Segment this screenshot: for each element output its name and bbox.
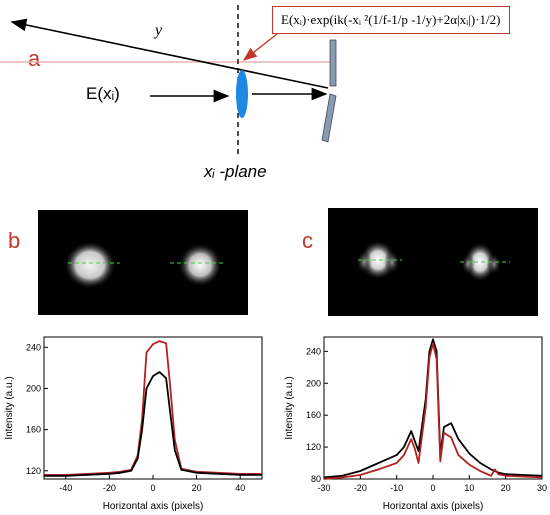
- mirror-upper-icon: [329, 39, 337, 87]
- x-tick-label: -20: [103, 483, 116, 493]
- y-tick-label: 120: [306, 442, 321, 452]
- y-axis-label: Intensity (a.u.): [284, 376, 295, 439]
- x-axis-label: Horizontal axis (pixels): [383, 501, 484, 512]
- lens-icon: [236, 70, 248, 118]
- camera-image-c: [328, 208, 538, 316]
- optical-diagram: [0, 5, 337, 158]
- y-tick-label: 160: [306, 410, 321, 420]
- beam-spot: [64, 241, 116, 289]
- beam-spot: [176, 243, 220, 287]
- plot-frame: [43, 336, 263, 480]
- side-lobe: [384, 250, 400, 274]
- x-tick-label: 20: [501, 483, 511, 493]
- y-label: y: [155, 22, 163, 39]
- plot-frame: [323, 336, 543, 480]
- series-line: [323, 338, 543, 479]
- formula-pointer-arrow: [242, 29, 283, 61]
- panel-letter-a: a: [28, 46, 41, 71]
- x-tick-label: 10: [464, 483, 474, 493]
- y-axis-label: Intensity (a.u.): [4, 376, 15, 439]
- x-tick-label: 0: [150, 483, 155, 493]
- side-lobe: [461, 253, 475, 275]
- side-lobe: [487, 253, 501, 275]
- x-tick-label: 0: [430, 483, 435, 493]
- phase-formula: E(xᵢ)·exp(ik(-xᵢ ²(1/f-1/p -1/y)+2α|xᵢ|)…: [272, 6, 510, 34]
- y-distance-arrow: [10, 18, 329, 89]
- y-tick-label: 240: [306, 346, 321, 356]
- series-line: [44, 371, 262, 477]
- x-tick-label: -20: [354, 483, 367, 493]
- y-tick-label: 200: [26, 383, 41, 393]
- x-tick-label: -30: [317, 483, 330, 493]
- x-tick-label: -40: [59, 483, 72, 493]
- panel-letter-b: b: [8, 228, 21, 253]
- x-tick-label: 40: [235, 483, 245, 493]
- series-line: [323, 342, 543, 480]
- y-tick-label: 120: [26, 466, 41, 476]
- x-tick-label: -10: [390, 483, 403, 493]
- input-field-label: E(xᵢ): [86, 84, 120, 103]
- x-tick-label: 30: [537, 483, 547, 493]
- y-tick-label: 80: [311, 474, 321, 484]
- mirror-lower-icon: [321, 93, 337, 143]
- intensity-chart-b: -40 -20 0 20 40 120 160 200 240 Horizontal axis (…: [4, 336, 263, 512]
- camera-image-b: [38, 210, 248, 315]
- x-axis-label: Horizontal axis (pixels): [103, 501, 204, 512]
- series-line: [44, 340, 262, 476]
- y-tick-label: 160: [26, 425, 41, 435]
- plane-label: xᵢ -plane: [204, 162, 267, 181]
- side-lobe: [356, 250, 372, 274]
- intensity-chart-c: -30 -20 -10 0 10 20 30 80 120 160 200 240 Horizontal…: [284, 336, 547, 512]
- panel-letter-c: c: [302, 228, 313, 253]
- x-tick-label: 20: [192, 483, 202, 493]
- y-tick-label: 240: [26, 342, 41, 352]
- y-tick-label: 200: [306, 378, 321, 388]
